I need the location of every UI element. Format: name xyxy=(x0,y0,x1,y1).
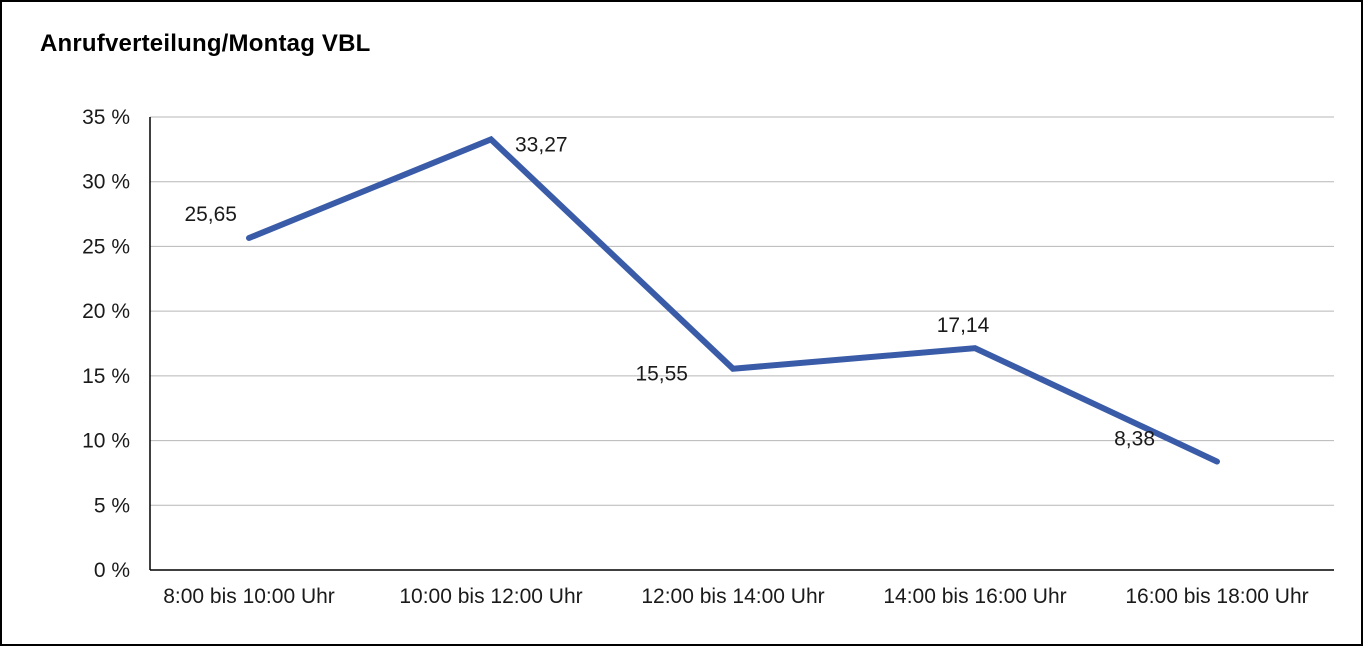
x-tick-label: 14:00 bis 16:00 Uhr xyxy=(883,585,1066,608)
x-tick-label: 8:00 bis 10:00 Uhr xyxy=(163,585,335,608)
y-tick-label: 15 % xyxy=(82,365,130,388)
x-tick-label: 16:00 bis 18:00 Uhr xyxy=(1125,585,1308,608)
y-tick-label: 20 % xyxy=(82,300,130,323)
y-tick-label: 10 % xyxy=(82,430,130,453)
data-label: 15,55 xyxy=(635,363,688,386)
data-label: 25,65 xyxy=(184,203,237,226)
x-tick-label: 10:00 bis 12:00 Uhr xyxy=(399,585,582,608)
y-tick-label: 30 % xyxy=(82,171,130,194)
chart-title: Anrufverteilung/Montag VBL xyxy=(40,30,371,57)
data-label: 33,27 xyxy=(515,133,568,156)
series-line xyxy=(246,135,1220,465)
x-tick-label: 12:00 bis 14:00 Uhr xyxy=(641,585,824,608)
y-tick-label: 5 % xyxy=(94,494,130,517)
y-tick-label: 25 % xyxy=(82,235,130,258)
y-tick-label: 35 % xyxy=(82,106,130,129)
y-tick-label: 0 % xyxy=(94,559,130,582)
data-label: 8,38 xyxy=(1114,428,1155,451)
data-label: 17,14 xyxy=(937,314,990,337)
